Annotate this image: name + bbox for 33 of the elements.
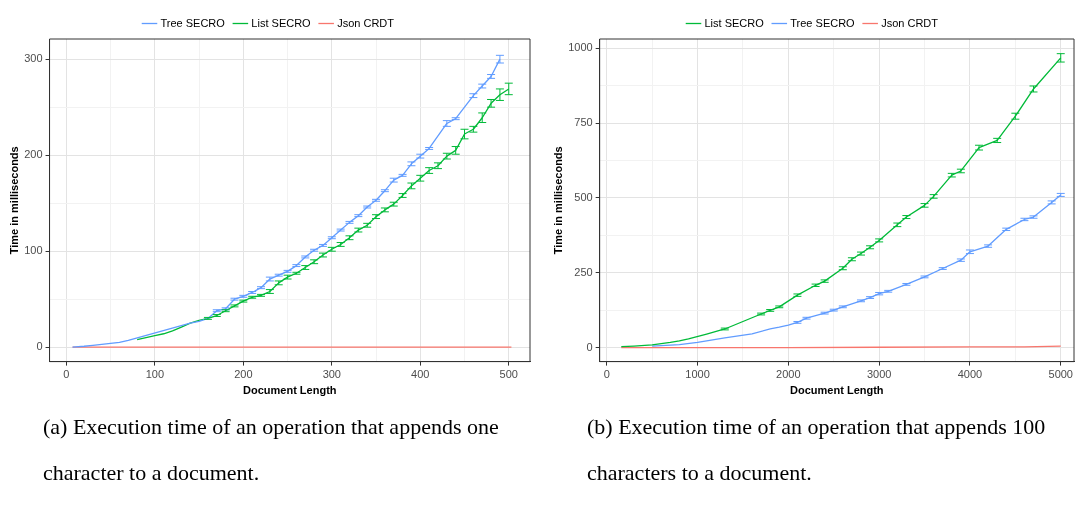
x-tick-label: 5000 xyxy=(1048,368,1073,381)
x-tick-label: 200 xyxy=(234,368,253,381)
y-tick-label: 750 xyxy=(574,116,593,129)
y-tick-label: 0 xyxy=(586,340,593,353)
y-tick-label: 200 xyxy=(24,148,43,161)
legend-label: Json CRDT xyxy=(337,16,395,29)
y-tick-label: 1000 xyxy=(568,41,593,54)
x-tick-label: 2000 xyxy=(776,368,801,381)
legend-label: Tree SECRO xyxy=(790,16,856,29)
legend-label: List SECRO xyxy=(251,16,312,29)
x-tick-label: 500 xyxy=(499,368,518,381)
y-tick-label: 250 xyxy=(574,265,593,278)
x-axis-title: Document Length xyxy=(790,384,884,397)
y-axis-title: Time in milliseconds xyxy=(7,146,20,255)
legend-label: Tree SECRO xyxy=(160,16,226,29)
x-tick-label: 0 xyxy=(603,368,610,381)
x-tick-label: 100 xyxy=(145,368,165,381)
x-tick-label: 1000 xyxy=(685,368,710,381)
y-tick-label: 500 xyxy=(574,190,593,203)
legend-label: List SECRO xyxy=(704,16,765,29)
x-axis-title: Document Length xyxy=(243,384,337,397)
y-tick-label: 0 xyxy=(36,340,43,353)
x-tick-label: 300 xyxy=(322,368,341,381)
x-tick-label: 0 xyxy=(63,368,70,381)
x-tick-label: 3000 xyxy=(866,368,892,381)
x-tick-label: 400 xyxy=(411,368,430,381)
y-tick-label: 100 xyxy=(24,244,43,257)
y-axis-title: Time in milliseconds xyxy=(551,146,564,255)
text: (a) Execution time of an operation that appends one character to a document. xyxy=(43,413,500,487)
text: (b) Execution time of an operation that appends 100 characters to a document. xyxy=(587,413,1047,487)
x-tick-label: 4000 xyxy=(957,368,983,381)
legend-label: Json CRDT xyxy=(881,16,939,29)
y-tick-label: 300 xyxy=(24,52,43,65)
